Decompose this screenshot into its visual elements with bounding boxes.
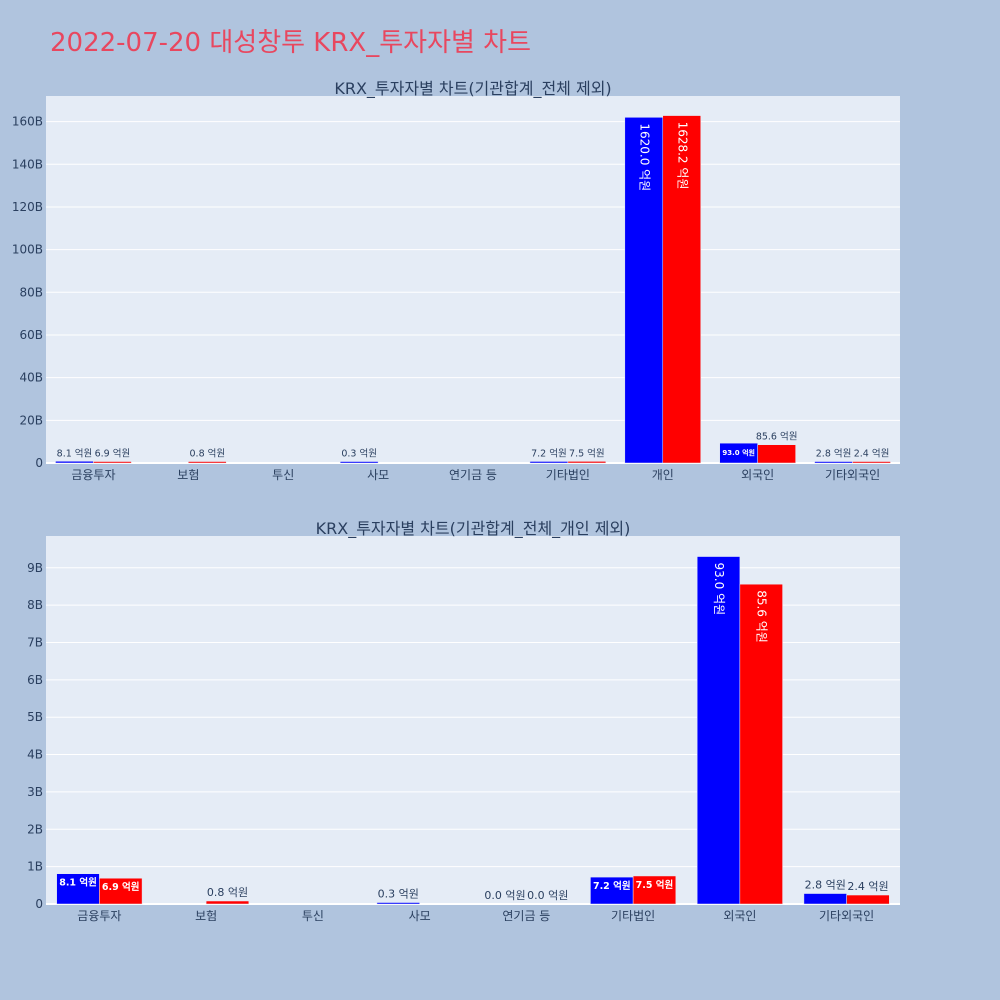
bar xyxy=(632,875,677,905)
bar-data-label: 0.3 억원 xyxy=(341,448,377,460)
y-tick-label: 9B xyxy=(27,561,43,575)
x-tick-label: 사모 xyxy=(409,909,431,923)
chart-top: 0 20B 40B 60B 80B 100B 120B 140B 160B KRX_투자자별 차트… xyxy=(12,79,900,482)
bar-data-label: 0.8 억원 xyxy=(190,448,226,460)
y-tick-label: 3B xyxy=(27,785,43,799)
bar-data-label: 85.6 억원 xyxy=(756,431,798,443)
y-tick-label: 120B xyxy=(12,200,43,214)
bar xyxy=(205,900,250,905)
bar-data-label: 7.5 억원 xyxy=(569,447,605,459)
bar xyxy=(376,902,420,905)
bar xyxy=(757,444,796,464)
y-tick-label: 140B xyxy=(12,157,43,171)
x-tick-label: 금융투자 xyxy=(77,909,121,923)
x-tick-label: 외국인 xyxy=(741,468,774,482)
y-tick-label: 160B xyxy=(12,115,43,129)
bar-data-label: 1620.0 억원 xyxy=(637,123,651,191)
y-tick-label: 0 xyxy=(35,456,43,470)
bar-data-label: 2.8 억원 xyxy=(805,879,846,892)
bar-data-label: 85.6 억원 xyxy=(755,590,769,643)
bar-data-label: 8.1 억원 xyxy=(59,877,97,889)
bar xyxy=(624,117,664,464)
x-tick-label: 보험 xyxy=(195,909,217,923)
x-tick-label: 금융투자 xyxy=(71,468,115,482)
bar-data-label: 2.8 억원 xyxy=(816,448,852,460)
x-tick-label: 투신 xyxy=(272,468,294,482)
y-tick-label: 1B xyxy=(27,860,43,874)
x-tick-label: 기타외국인 xyxy=(819,909,874,923)
bar-data-label: 93.0 억원 xyxy=(722,448,755,457)
y-tick-label: 7B xyxy=(27,635,43,649)
bar xyxy=(339,461,379,464)
bar xyxy=(99,877,143,905)
bar xyxy=(846,894,890,905)
bar-data-label: 7.2 억원 xyxy=(531,447,567,459)
y-tick-label: 4B xyxy=(27,748,43,762)
y-tick-label: 100B xyxy=(12,243,43,257)
bar-data-label: 6.9 억원 xyxy=(95,448,131,460)
x-tick-label: 연기금 등 xyxy=(449,468,497,482)
bar xyxy=(188,461,227,464)
x-tick-label: 기타외국인 xyxy=(825,468,880,482)
x-tick-label: 외국인 xyxy=(723,909,756,923)
y-tick-label: 0 xyxy=(35,897,43,911)
bar xyxy=(696,556,741,905)
y-tick-label: 40B xyxy=(19,371,43,385)
bar xyxy=(567,461,607,464)
y-tick-label: 20B xyxy=(19,413,43,427)
y-tick-label: 8B xyxy=(27,598,43,612)
y-tick-label: 80B xyxy=(19,285,43,299)
y-tick-label: 6B xyxy=(27,673,43,687)
y-tick-label: 2B xyxy=(27,822,43,836)
bar-data-label: 0.0 억원 xyxy=(527,889,568,902)
bar-data-label: 7.5 억원 xyxy=(636,879,674,891)
bar-data-label: 93.0 억원 xyxy=(712,563,726,616)
x-tick-label: 보험 xyxy=(177,468,199,482)
bar-data-label: 1628.2 억원 xyxy=(675,122,689,190)
bar-data-label: 2.4 억원 xyxy=(847,880,888,893)
x-tick-label: 기타법인 xyxy=(611,909,655,923)
bar-data-label: 0.0 억원 xyxy=(484,889,525,902)
bar-data-label: 0.3 억원 xyxy=(378,888,419,901)
bar xyxy=(739,583,783,905)
bar xyxy=(662,115,701,464)
x-tick-label: 사모 xyxy=(367,468,389,482)
x-tick-label: 기타법인 xyxy=(546,468,590,482)
bar-data-label: 0.8 억원 xyxy=(207,886,248,899)
bar xyxy=(803,893,847,905)
y-tick-label: 5B xyxy=(27,710,43,724)
x-tick-label: 연기금 등 xyxy=(502,909,550,923)
page-title: 2022-07-20 대성창투 KRX_투자자별 차트 xyxy=(50,28,532,58)
bar xyxy=(590,876,634,905)
chart-subtitle: KRX_투자자별 차트(기관합계_전체 제외) xyxy=(334,79,611,99)
plot-area xyxy=(46,96,900,463)
bar-data-label: 8.1 억원 xyxy=(57,447,93,459)
x-tick-label: 투신 xyxy=(302,909,324,923)
bar xyxy=(852,461,891,464)
bar xyxy=(93,461,132,464)
y-tick-label: 60B xyxy=(19,328,43,342)
bar-data-label: 6.9 억원 xyxy=(102,881,140,893)
bar-data-label: 7.2 억원 xyxy=(593,880,631,892)
chart-subtitle: KRX_투자자별 차트(기관합계_전체_개인 제외) xyxy=(316,519,631,539)
x-tick-label: 개인 xyxy=(652,468,674,482)
bar xyxy=(56,873,100,905)
bar-data-label: 2.4 억원 xyxy=(854,448,890,460)
